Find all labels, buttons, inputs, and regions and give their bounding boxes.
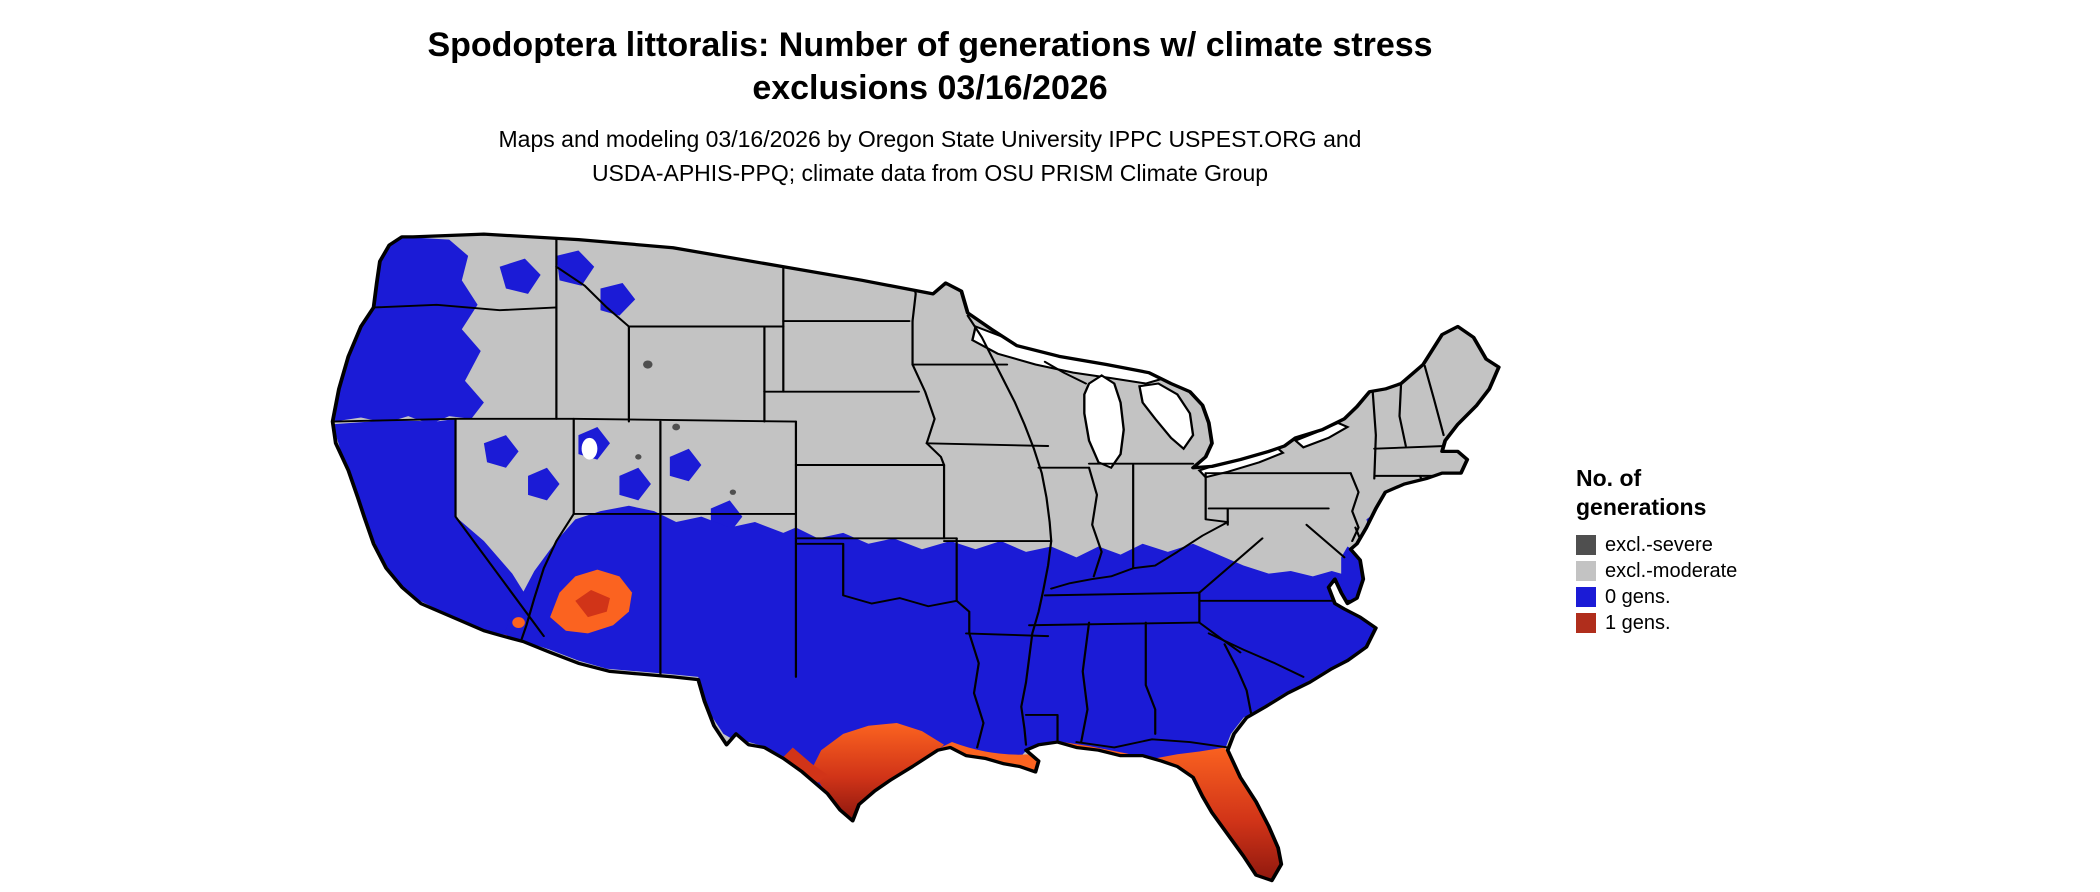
rio-grande-strip <box>783 747 828 783</box>
legend-swatch-excl-moderate <box>1576 561 1596 581</box>
legend-items: excl.-severe excl.-moderate 0 gens. 1 ge… <box>1576 532 1737 636</box>
legend-row-1-gens: 1 gens. <box>1576 610 1737 636</box>
title-line-2: exclusions 03/16/2026 <box>752 69 1108 107</box>
legend-title-line-2: generations <box>1576 494 1707 520</box>
figure-subtitle: Maps and modeling 03/16/2026 by Oregon S… <box>0 122 1860 190</box>
legend-swatch-0-gens <box>1576 587 1596 607</box>
legend-title: No. of generations <box>1576 464 1737 522</box>
legend-title-line-1: No. of <box>1576 465 1642 491</box>
us-map <box>320 226 1524 886</box>
florida-peninsula <box>1155 747 1282 881</box>
title-line-1: Spodoptera littoralis: Number of generat… <box>427 26 1433 64</box>
region-excl-severe <box>635 360 737 495</box>
lake-huron <box>1138 382 1195 451</box>
legend-label-excl-moderate: excl.-moderate <box>1605 559 1738 582</box>
us-map-svg <box>330 232 1501 883</box>
legend-label-excl-severe: excl.-severe <box>1605 533 1713 556</box>
legend-row-0-gens: 0 gens. <box>1576 584 1737 610</box>
subtitle-line-1: Maps and modeling 03/16/2026 by Oregon S… <box>498 126 1362 152</box>
legend-label-1-gens: 1 gens. <box>1605 611 1671 634</box>
south-texas-blob <box>811 723 945 821</box>
state-borders <box>332 238 1447 749</box>
legend-row-excl-severe: excl.-severe <box>1576 532 1737 558</box>
legend-label-0-gens: 0 gens. <box>1605 585 1671 608</box>
legend-row-excl-moderate: excl.-moderate <box>1576 558 1737 584</box>
great-salt-lake <box>581 437 598 460</box>
arizona-core <box>575 589 610 618</box>
colorado-river-spot <box>512 617 525 628</box>
lake-michigan <box>1083 374 1125 470</box>
legend-swatch-excl-severe <box>1576 535 1596 555</box>
legend: No. of generations excl.-severe excl.-mo… <box>1576 464 1737 636</box>
legend-swatch-1-gens <box>1576 613 1596 633</box>
region-0-gens <box>332 236 1383 881</box>
subtitle-line-2: USDA-APHIS-PPQ; climate data from OSU PR… <box>591 160 1269 186</box>
figure-title: Spodoptera littoralis: Number of generat… <box>0 24 1860 110</box>
us-outline <box>330 232 1501 883</box>
